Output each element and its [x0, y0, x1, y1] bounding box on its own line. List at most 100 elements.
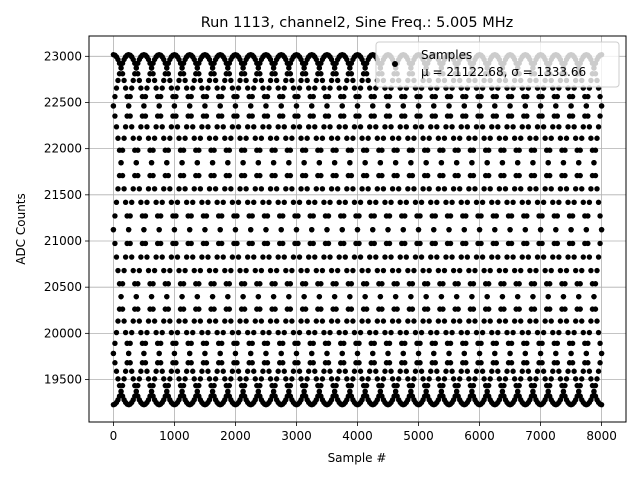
data-point	[251, 329, 257, 336]
data-point	[168, 199, 175, 205]
data-point	[168, 85, 175, 91]
data-point	[550, 368, 556, 374]
data-point	[327, 329, 333, 336]
data-point	[244, 254, 251, 260]
data-point	[504, 368, 510, 374]
data-point	[136, 376, 143, 382]
data-point	[122, 368, 129, 374]
data-point	[225, 65, 231, 71]
data-point	[113, 368, 120, 374]
data-point	[466, 318, 472, 324]
data-point	[298, 186, 304, 192]
data-point	[212, 186, 219, 192]
data-point	[331, 160, 338, 166]
data-point	[405, 376, 411, 382]
data-point	[136, 186, 143, 192]
data-point	[536, 360, 542, 366]
data-point	[359, 135, 365, 141]
data-point	[290, 85, 297, 91]
data-point	[374, 135, 381, 141]
data-point	[237, 267, 243, 274]
data-point	[159, 329, 165, 336]
data-point	[267, 267, 274, 274]
data-point	[299, 147, 306, 153]
data-point	[502, 135, 509, 141]
data-point	[319, 318, 326, 324]
data-point	[148, 388, 155, 395]
data-point	[228, 77, 234, 84]
data-point	[367, 85, 373, 91]
data-point	[214, 124, 220, 130]
legend-box	[375, 41, 620, 88]
data-point	[129, 329, 135, 336]
data-point	[241, 172, 248, 179]
data-point	[368, 93, 374, 100]
data-point	[321, 124, 327, 130]
data-point	[196, 172, 202, 179]
data-point	[237, 186, 243, 192]
data-point	[547, 281, 553, 287]
data-point	[478, 113, 484, 119]
data-point	[249, 340, 255, 347]
data-point	[260, 85, 266, 91]
data-point	[321, 199, 327, 205]
data-point	[577, 306, 583, 312]
data-point	[344, 376, 350, 382]
data-point	[576, 388, 582, 395]
data-point	[176, 318, 182, 324]
data-point	[200, 340, 207, 347]
data-point	[205, 254, 211, 260]
data-point	[252, 318, 258, 324]
data-point	[595, 254, 602, 260]
data-point	[533, 267, 539, 274]
data-point	[409, 147, 416, 153]
data-point	[232, 226, 239, 233]
data-point	[170, 360, 176, 366]
data-point	[421, 147, 428, 153]
data-point	[380, 318, 387, 324]
data-point	[312, 85, 318, 91]
data-point	[475, 360, 481, 366]
data-point	[321, 254, 327, 260]
data-point	[269, 172, 275, 179]
data-point	[463, 240, 469, 247]
data-point	[348, 172, 355, 179]
data-point	[478, 240, 484, 247]
data-point	[537, 226, 544, 233]
data-point	[409, 281, 416, 287]
data-point	[310, 240, 316, 247]
data-point	[449, 124, 455, 130]
data-point	[174, 124, 181, 130]
data-point	[197, 376, 204, 382]
data-point	[139, 113, 146, 119]
data-point	[423, 293, 429, 300]
data-point	[289, 376, 295, 382]
data-point	[420, 135, 426, 141]
data-point	[569, 360, 576, 366]
data-point	[554, 340, 561, 347]
data-point	[194, 160, 201, 166]
data-point	[241, 71, 248, 77]
data-point	[266, 329, 272, 336]
data-point	[571, 368, 577, 374]
data-point	[472, 318, 478, 324]
data-point	[400, 226, 406, 233]
data-point	[252, 186, 258, 192]
data-point	[179, 160, 185, 166]
data-point	[588, 318, 594, 324]
data-point	[305, 368, 312, 374]
data-point	[248, 226, 254, 233]
data-point	[403, 368, 410, 374]
data-point	[113, 254, 120, 260]
data-point	[434, 254, 440, 260]
data-point	[124, 360, 130, 366]
data-point	[489, 368, 495, 374]
data-point	[486, 172, 492, 179]
data-point	[148, 65, 155, 71]
data-point	[228, 318, 234, 324]
data-point	[545, 388, 551, 395]
data-point	[426, 135, 432, 141]
data-point	[161, 135, 167, 141]
data-point	[370, 350, 376, 357]
data-point	[379, 281, 385, 287]
